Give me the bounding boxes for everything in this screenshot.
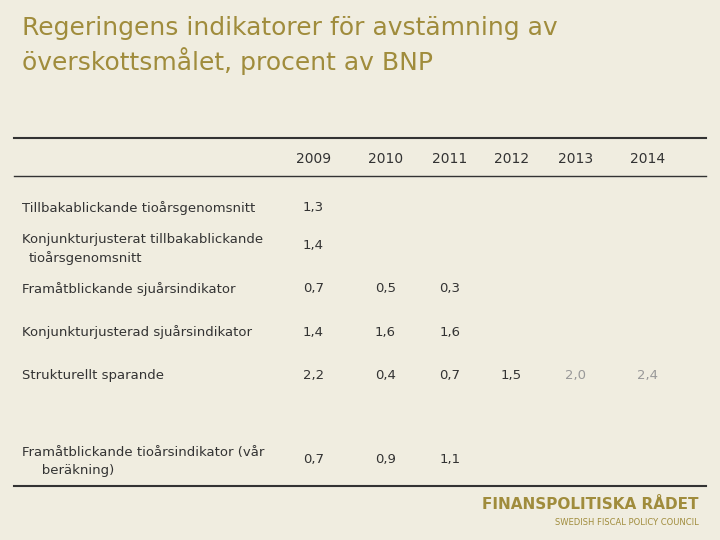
Text: 1,5: 1,5 (500, 369, 522, 382)
Text: Strukturellt sparande: Strukturellt sparande (22, 369, 163, 382)
Text: 2011: 2011 (433, 152, 467, 166)
Text: 2012: 2012 (494, 152, 528, 166)
Text: 2013: 2013 (559, 152, 593, 166)
Text: 2010: 2010 (368, 152, 402, 166)
Text: 2009: 2009 (296, 152, 330, 166)
Text: 0,3: 0,3 (439, 282, 461, 295)
Text: Konjunkturjusterad sjuårsindikator: Konjunkturjusterad sjuårsindikator (22, 325, 251, 339)
Text: 1,6: 1,6 (439, 326, 461, 339)
Text: 1,6: 1,6 (374, 326, 396, 339)
Text: 1,4: 1,4 (302, 326, 324, 339)
Text: 2014: 2014 (631, 152, 665, 166)
Text: 0,7: 0,7 (439, 369, 461, 382)
Text: Framåtblickande tioårsindikator (vår: Framåtblickande tioårsindikator (vår (22, 446, 264, 459)
Text: 1,4: 1,4 (302, 239, 324, 252)
Text: Tillbakablickande tioårsgenomsnitt: Tillbakablickande tioårsgenomsnitt (22, 201, 255, 215)
Text: 2,2: 2,2 (302, 369, 324, 382)
Text: 1,1: 1,1 (439, 453, 461, 465)
Text: 0,4: 0,4 (375, 369, 395, 382)
Text: 0,7: 0,7 (302, 453, 324, 465)
Text: SWEDISH FISCAL POLICY COUNCIL: SWEDISH FISCAL POLICY COUNCIL (554, 518, 698, 527)
Text: tioårsgenomsnitt: tioårsgenomsnitt (29, 251, 143, 265)
Text: 0,5: 0,5 (374, 282, 396, 295)
Text: beräkning): beräkning) (29, 464, 114, 477)
Text: 0,9: 0,9 (375, 453, 395, 465)
Text: Framåtblickande sjuårsindikator: Framåtblickande sjuårsindikator (22, 282, 235, 296)
Text: 1,3: 1,3 (302, 201, 324, 214)
Text: 2,0: 2,0 (565, 369, 587, 382)
Text: 2,4: 2,4 (637, 369, 659, 382)
Text: FINANSPOLITISKA RÅDET: FINANSPOLITISKA RÅDET (482, 497, 698, 512)
Text: Konjunkturjusterat tillbakablickande: Konjunkturjusterat tillbakablickande (22, 233, 263, 246)
Text: Regeringens indikatorer för avstämning av
överskottsmålet, procent av BNP: Regeringens indikatorer för avstämning a… (22, 16, 557, 75)
Text: 0,7: 0,7 (302, 282, 324, 295)
